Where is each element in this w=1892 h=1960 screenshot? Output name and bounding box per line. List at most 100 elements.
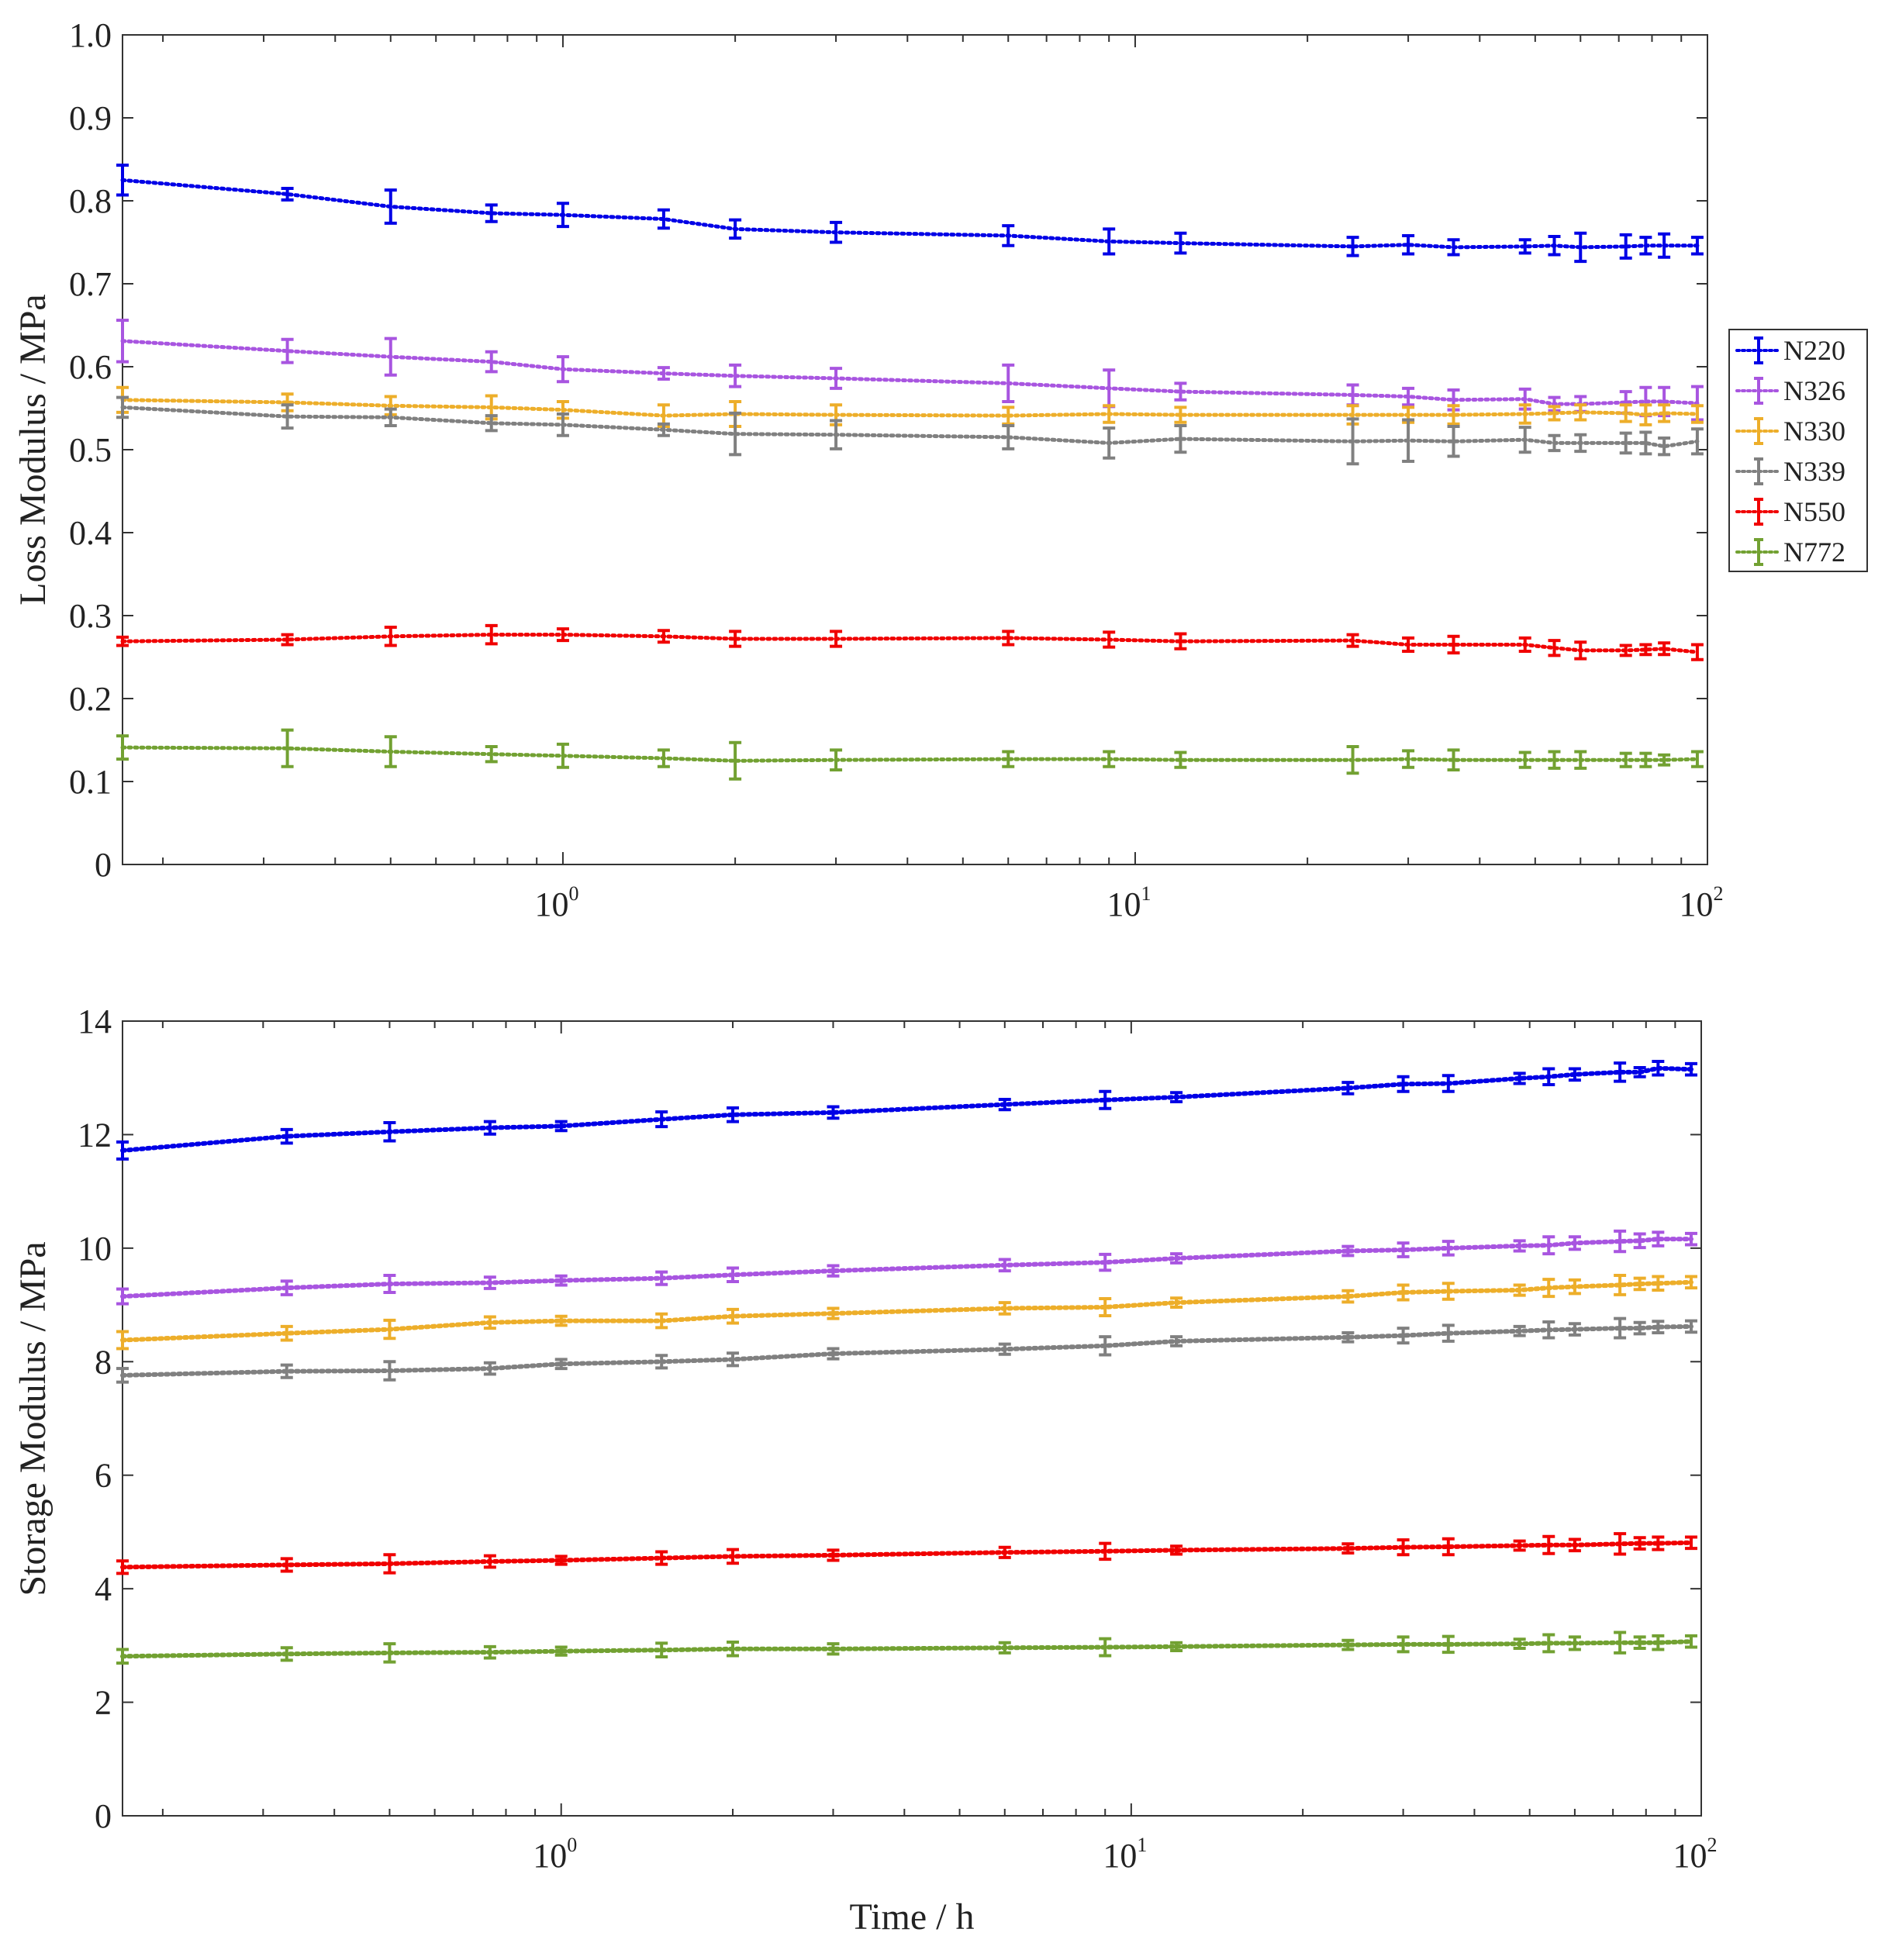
loss-errorbar-n772 — [1174, 751, 1187, 769]
loss-errorbar-n220 — [729, 218, 742, 240]
storage-errorbar-n220 — [727, 1106, 740, 1123]
storage-x-tick-label: 100 — [533, 1834, 577, 1875]
storage-errorbar-n330 — [655, 1312, 668, 1330]
storage-errorbar-n330 — [1568, 1278, 1581, 1296]
loss-errorbar-n339 — [1690, 427, 1704, 456]
loss-series-n772 — [116, 728, 1704, 781]
storage-errorbar-n550 — [1513, 1539, 1526, 1552]
storage-errorbar-n326 — [1633, 1232, 1646, 1250]
loss-errorbar-n220 — [485, 203, 498, 223]
storage-y-tick-label: 2 — [95, 1684, 112, 1722]
storage-errorbar-n326 — [1614, 1229, 1627, 1254]
loss-errorbar-n339 — [1174, 423, 1187, 454]
loss-errorbar-n772 — [1658, 753, 1671, 767]
loss-errorbar-n339 — [1639, 430, 1652, 456]
loss-line-n772 — [120, 745, 1700, 763]
storage-y-tick-label: 8 — [95, 1343, 112, 1381]
loss-errorbar-n772 — [657, 748, 670, 768]
storage-errorbar-n326 — [1341, 1244, 1355, 1258]
storage-errorbar-n550 — [1397, 1538, 1410, 1557]
legend-label-n339: N339 — [1783, 456, 1845, 487]
storage-errorbar-n326 — [1170, 1252, 1183, 1265]
legend-label-n220: N220 — [1783, 335, 1845, 366]
storage-errorbar-n772 — [1614, 1630, 1627, 1655]
storage-errorbar-n339 — [727, 1351, 740, 1368]
loss-errorbar-n772 — [485, 745, 498, 764]
loss-errorbar-n220 — [116, 163, 129, 197]
loss-errorbar-n339 — [485, 414, 498, 433]
storage-errorbar-n220 — [1441, 1074, 1455, 1093]
loss-errorbar-n550 — [1658, 641, 1671, 657]
storage-errorbar-n339 — [554, 1358, 568, 1371]
storage-errorbar-n326 — [1652, 1230, 1665, 1247]
loss-errorbar-n339 — [1447, 425, 1460, 458]
x-axis-title: Time / h — [850, 1896, 975, 1938]
loss-errorbar-n550 — [485, 623, 498, 646]
storage-y-axis-title: Storage Modulus / MPa — [12, 1241, 54, 1596]
storage-errorbar-n550 — [483, 1554, 496, 1569]
storage-errorbar-n550 — [280, 1557, 293, 1573]
storage-errorbar-n326 — [1441, 1240, 1455, 1257]
loss-y-tick-label: 0.9 — [69, 99, 112, 137]
storage-errorbar-n330 — [1684, 1275, 1697, 1290]
loss-errorbar-n330 — [1690, 404, 1704, 424]
storage-errorbar-n339 — [1633, 1320, 1646, 1336]
loss-errorbar-n339 — [729, 411, 742, 457]
storage-errorbar-n330 — [1397, 1283, 1410, 1302]
storage-errorbar-n220 — [1652, 1059, 1665, 1077]
legend-item-n326: N326 — [1735, 375, 1845, 406]
storage-errorbar-n220 — [1513, 1071, 1526, 1085]
loss-y-axis-title: Loss Modulus / MPa — [12, 294, 54, 605]
storage-errorbar-n330 — [998, 1301, 1011, 1316]
loss-errorbar-n550 — [1002, 630, 1015, 647]
loss-y-tick-label: 0.7 — [69, 265, 112, 303]
storage-errorbar-n220 — [383, 1121, 396, 1143]
loss-errorbar-n220 — [384, 188, 397, 225]
storage-errorbar-n220 — [554, 1120, 568, 1133]
storage-errorbar-n330 — [280, 1324, 293, 1342]
storage-errorbar-n330 — [1099, 1297, 1112, 1317]
loss-errorbar-n550 — [1619, 644, 1632, 657]
loss-x-tick-labels: 100 101 102 — [534, 882, 1723, 923]
legend-label-n330: N330 — [1783, 416, 1845, 447]
storage-errorbar-n772 — [827, 1642, 840, 1656]
storage-errorbar-n330 — [1614, 1274, 1627, 1296]
storage-errorbar-n550 — [998, 1545, 1011, 1559]
loss-errorbar-n339 — [1548, 433, 1561, 453]
loss-errorbar-n330 — [1447, 404, 1460, 426]
storage-errorbar-n220 — [1614, 1061, 1627, 1083]
storage-errorbar-n330 — [383, 1318, 396, 1341]
storage-y-tick-label: 12 — [78, 1116, 112, 1154]
storage-errorbar-n772 — [1441, 1634, 1455, 1655]
storage-errorbar-n330 — [116, 1330, 129, 1351]
storage-series-n772 — [116, 1630, 1697, 1665]
loss-line-n220 — [120, 178, 1700, 250]
storage-axis-ticks — [123, 1020, 1702, 1817]
legend-item-n550: N550 — [1735, 496, 1845, 527]
storage-errorbar-n339 — [1397, 1327, 1410, 1345]
loss-errorbar-n220 — [1518, 238, 1531, 255]
storage-errorbar-n772 — [727, 1640, 740, 1658]
storage-errorbar-n330 — [1542, 1278, 1555, 1299]
loss-errorbar-n772 — [116, 734, 129, 761]
loss-errorbar-n550 — [657, 629, 670, 644]
loss-errorbar-n326 — [556, 355, 569, 384]
loss-errorbar-n550 — [1639, 643, 1652, 657]
loss-y-tick-label: 0.4 — [69, 514, 112, 552]
storage-errorbar-n550 — [1170, 1544, 1183, 1556]
storage-errorbar-n339 — [998, 1342, 1011, 1356]
storage-errorbar-n220 — [1170, 1091, 1183, 1103]
storage-line-n772 — [120, 1639, 1693, 1659]
storage-errorbar-n330 — [1441, 1282, 1455, 1301]
loss-errorbar-n772 — [556, 742, 569, 769]
storage-errorbar-n550 — [116, 1559, 129, 1575]
loss-errorbar-n339 — [1658, 437, 1671, 457]
loss-errorbar-n220 — [1619, 233, 1632, 260]
loss-errorbar-n772 — [1002, 750, 1015, 768]
storage-errorbar-n550 — [1684, 1535, 1697, 1551]
storage-errorbar-n220 — [1633, 1066, 1646, 1078]
storage-errorbar-n772 — [1633, 1635, 1646, 1651]
storage-errorbar-n339 — [1170, 1335, 1183, 1348]
loss-errorbar-n550 — [116, 635, 129, 647]
storage-y-tick-label: 4 — [95, 1570, 112, 1608]
